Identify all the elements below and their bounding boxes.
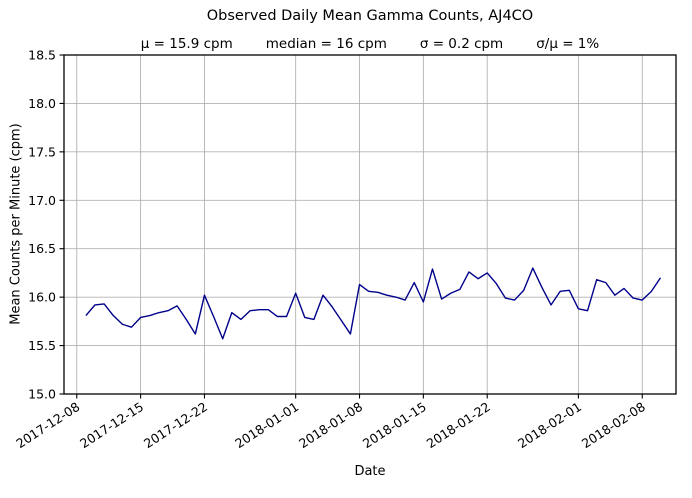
y-tick-label: 15.5 (28, 338, 56, 353)
x-tick-label: 2017-12-15 (77, 399, 146, 451)
x-tick-label: 2017-12-22 (141, 399, 210, 451)
x-tick-label: 2017-12-08 (13, 399, 82, 451)
gridlines (64, 54, 676, 395)
x-tick-label: 2018-01-22 (424, 399, 493, 451)
stat-sigma: σ = 0.2 cpm (419, 36, 504, 52)
x-tick-label: 2018-02-08 (579, 399, 648, 451)
y-tick-label: 16.0 (28, 290, 56, 305)
y-axis-ticks: 15.0 15.5 16.0 16.5 17.0 17.5 18.0 18.5 (28, 48, 64, 402)
stat-sigma-over-mu: σ/μ = 1% (536, 36, 600, 52)
y-tick-label: 15.0 (28, 387, 56, 402)
chart-stats-line: μ = 15.9 cpm median = 16 cpm σ = 0.2 cpm… (64, 36, 676, 52)
stat-median: median = 16 cpm (265, 36, 387, 52)
y-tick-label: 17.0 (28, 193, 56, 208)
y-axis-label: Mean Counts per Minute (cpm) (8, 123, 24, 325)
x-tick-label: 2018-01-08 (296, 399, 365, 451)
y-tick-label: 17.5 (28, 144, 56, 159)
y-tick-label: 16.5 (28, 241, 56, 256)
x-tick-label: 2018-01-15 (360, 399, 429, 451)
data-line (85, 267, 662, 340)
x-tick-label: 2018-01-01 (232, 399, 301, 451)
plot-border (63, 54, 677, 395)
chart-title: Observed Daily Mean Gamma Counts, AJ4CO (206, 8, 534, 24)
y-tick-label: 18.5 (28, 48, 56, 63)
y-tick-label: 18.0 (28, 96, 56, 111)
x-tick-label: 2018-02-01 (515, 399, 584, 451)
stat-mean: μ = 15.9 cpm (140, 36, 233, 52)
x-axis-label: Date (354, 464, 386, 479)
